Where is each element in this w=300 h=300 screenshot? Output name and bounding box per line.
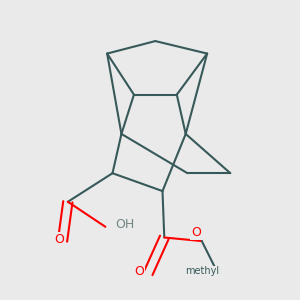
Text: O: O bbox=[54, 233, 64, 246]
Text: methyl: methyl bbox=[185, 266, 219, 276]
Text: OH: OH bbox=[116, 218, 135, 232]
Text: O: O bbox=[134, 265, 144, 278]
Text: O: O bbox=[191, 226, 201, 238]
